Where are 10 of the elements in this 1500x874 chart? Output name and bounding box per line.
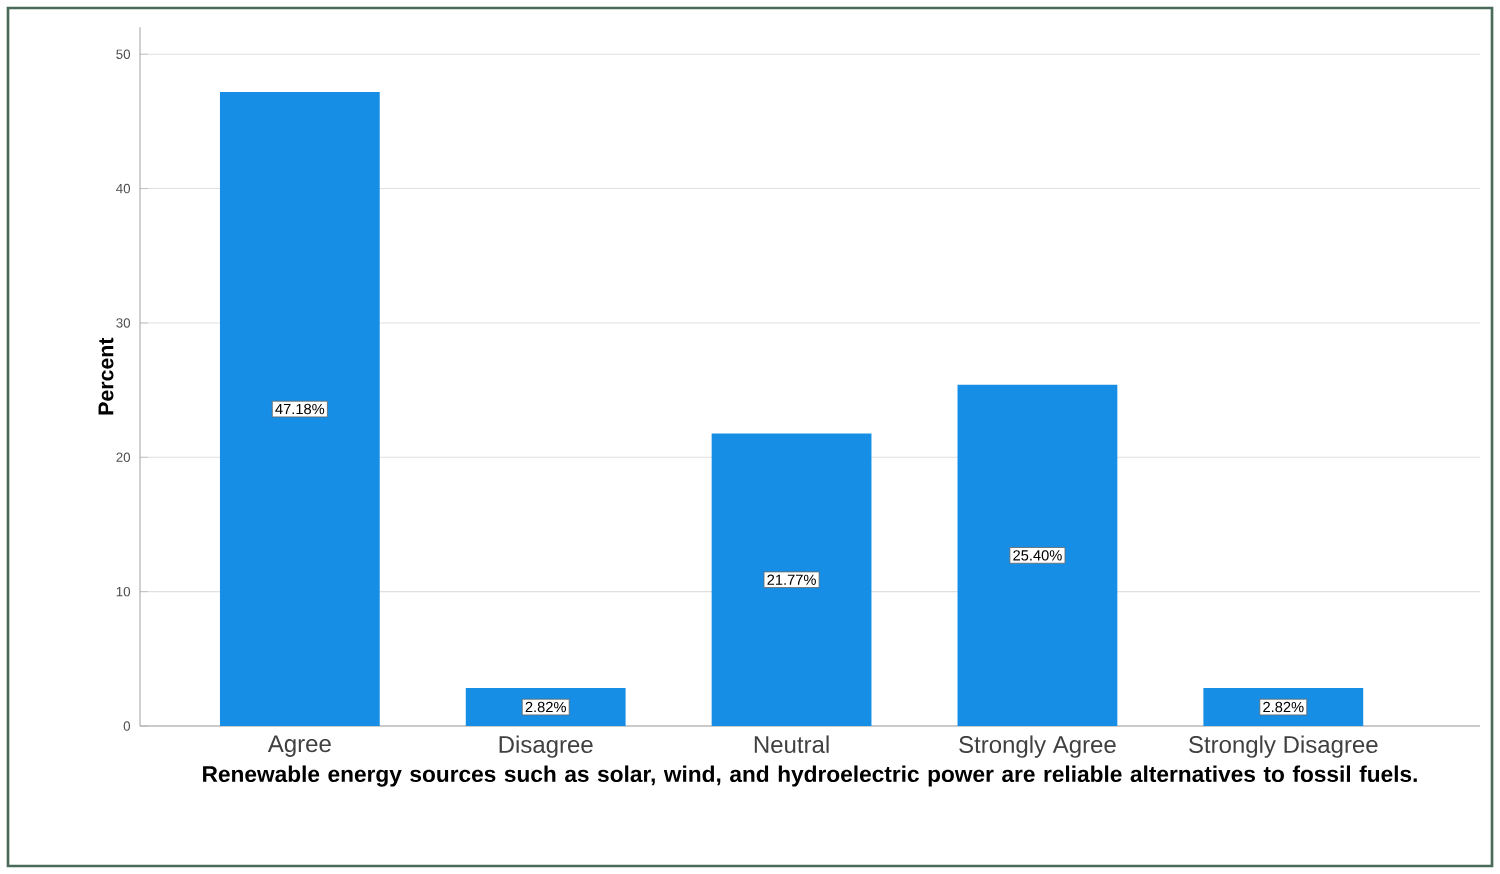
x-axis-title: Renewable energy sources such as solar, wind, and hydroelectric power are reliable alternatives to fossil fuels. [203,765,1417,787]
x-tick-label: Neutral [754,735,829,754]
x-tick-label: Strongly Agree [959,735,1116,758]
bar [711,433,872,726]
y-axis-title: Percent [98,337,114,415]
bar [957,384,1118,726]
bar [219,92,380,726]
x-tick-label: Disagree [499,735,593,758]
x-tick-label: Agree [267,735,331,757]
x-tick-label: Strongly Disagree [1189,735,1378,758]
